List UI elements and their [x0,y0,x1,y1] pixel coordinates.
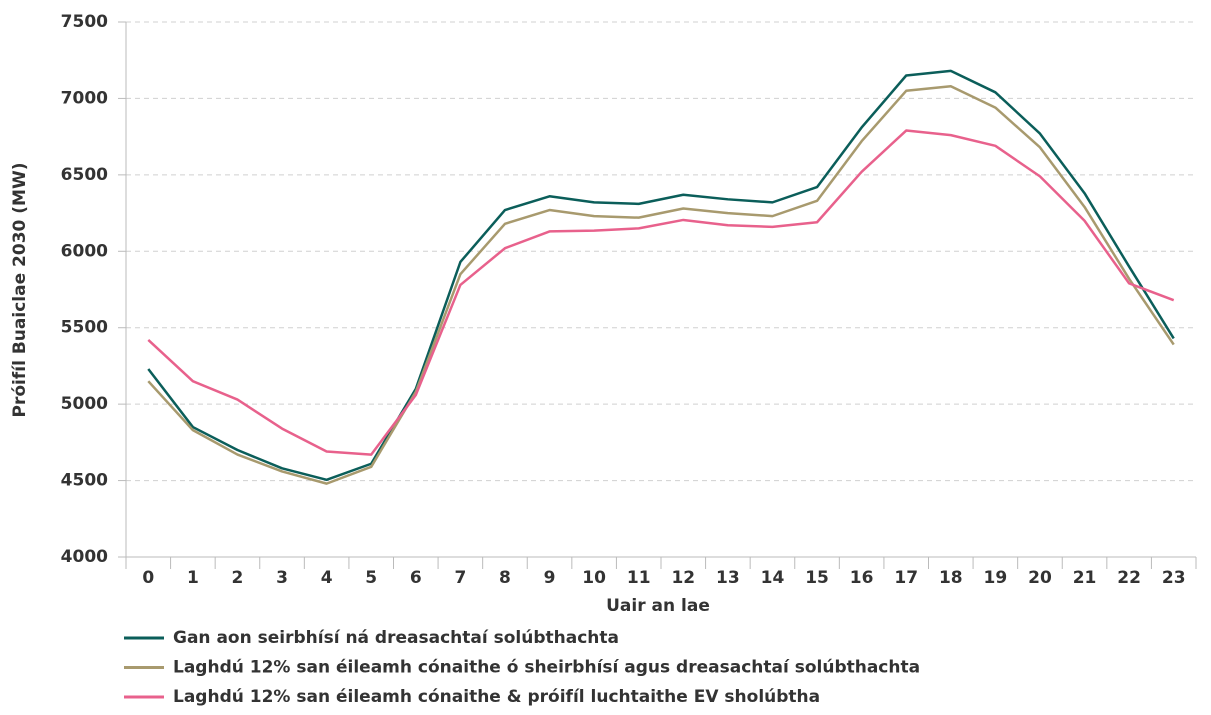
legend-label: Gan aon seirbhísí ná dreasachtaí solúbth… [173,628,619,648]
legend-label: Laghdú 12% san éileamh cónaithe ó sheirb… [173,658,920,678]
x-tick-label: 19 [984,568,1008,588]
x-tick-label: 21 [1073,568,1097,588]
x-tick-label: 11 [627,568,651,588]
x-tick-label: 6 [410,568,422,588]
x-tick-label: 10 [582,568,606,588]
x-tick-label: 14 [761,568,785,588]
x-tick-label: 1 [187,568,199,588]
y-tick-label: 4000 [61,547,108,567]
x-tick-label: 13 [716,568,740,588]
y-tick-label: 7000 [61,88,108,108]
x-tick-label: 16 [850,568,874,588]
x-tick-label: 20 [1028,568,1052,588]
series-line [147,84,1175,485]
y-tick-label: 5000 [61,394,108,414]
legend-label: Laghdú 12% san éileamh cónaithe & próifí… [173,687,820,707]
y-tick-label: 6500 [61,165,108,185]
y-tick-label: 6000 [61,241,108,261]
x-tick-label: 2 [232,568,244,588]
x-tick-label: 5 [365,568,377,588]
series-line [147,69,1175,482]
x-axis-label: Uair an lae [606,596,710,616]
x-tick-label: 9 [544,568,556,588]
series-line [147,129,1175,456]
x-tick-label: 23 [1162,568,1186,588]
y-tick-label: 4500 [61,471,108,491]
x-tick-label: 8 [499,568,511,588]
x-tick-label: 18 [939,568,963,588]
x-tick-label: 22 [1117,568,1141,588]
x-tick-label: 12 [671,568,695,588]
x-tick-label: 3 [276,568,288,588]
x-tick-label: 4 [321,568,333,588]
x-tick-label: 0 [142,568,154,588]
y-tick-label: 7500 [61,12,108,32]
x-tick-label: 17 [894,568,918,588]
x-tick-label: 7 [454,568,466,588]
x-tick-label: 15 [805,568,829,588]
y-axis-label: Próifíl Buaiclae 2030 (MW) [10,163,30,418]
y-tick-label: 5500 [61,318,108,338]
